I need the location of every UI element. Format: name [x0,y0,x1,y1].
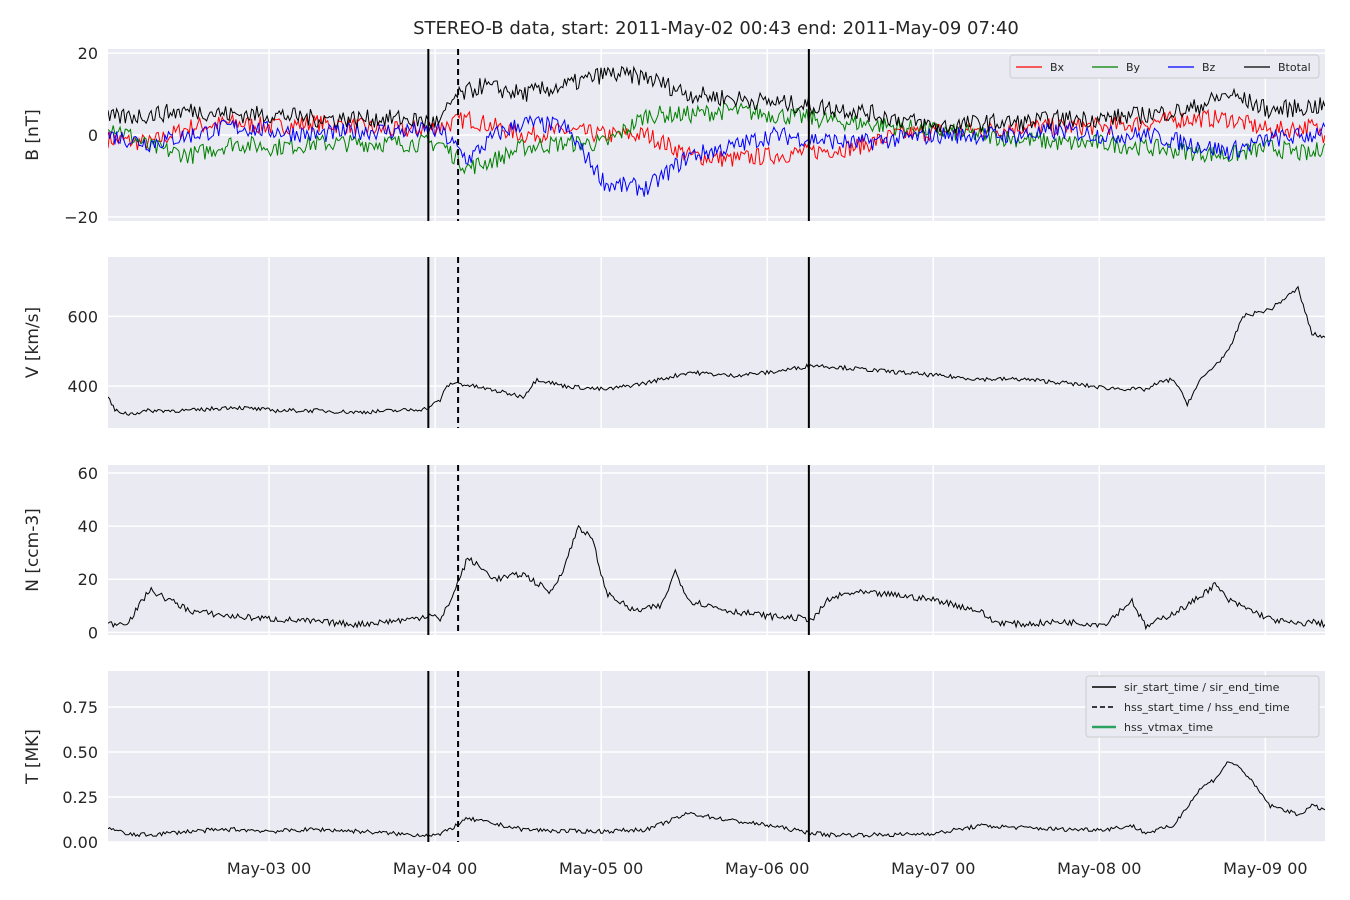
t-legend-label-2: hss_vtmax_time [1124,721,1213,734]
panel-B-series-by [108,102,1325,175]
panel-N-ytick-label: 40 [78,517,98,536]
panel-B-ytick-label: 20 [78,44,98,63]
panel-N-ylabel: N [ccm-3] [23,508,43,592]
panel-N-background [108,465,1325,635]
b-legend-box [1009,54,1320,79]
panel-T-ytick-label: 0.25 [62,788,98,807]
panel-T-ytick-label: 0.00 [62,833,98,852]
x-tick-label: May-04 00 [393,859,477,878]
panel-B-ytick-label: 0 [88,126,98,145]
panel-V-series-line [108,285,1325,416]
panel-N-ytick-label: 0 [88,623,98,642]
x-tick-label: May-03 00 [227,859,311,878]
b-legend-label-btotal: Btotal [1278,61,1311,74]
b-legend-label-by: By [1126,61,1141,74]
panel-T-series-line [108,761,1325,838]
t-legend-label-0: sir_start_time / sir_end_time [1124,681,1280,694]
t-legend-label-1: hss_start_time / hss_end_time [1124,701,1290,714]
t-legend-box [1085,675,1320,738]
x-tick-label: May-05 00 [559,859,643,878]
panel-T-ylabel: T [MK] [23,729,43,785]
x-tick-label: May-06 00 [725,859,809,878]
panel-B-ylabel: B [nT] [23,109,43,161]
panel-N-ytick-label: 60 [78,464,98,483]
panel-N-ytick-label: 20 [78,570,98,589]
panel-B-series-btotal [108,65,1325,134]
figure-title: STEREO-B data, start: 2011-May-02 00:43 … [413,18,1019,39]
panel-V-ytick-label: 400 [67,377,98,396]
panel-B-ytick-label: −20 [64,208,98,227]
panel-B-series-bz [108,114,1325,197]
panel-V-background [108,257,1325,428]
b-legend-label-bx: Bx [1050,61,1065,74]
panel-T-ytick-label: 0.50 [62,743,98,762]
x-tick-label: May-07 00 [891,859,975,878]
panel-N-series-line [108,524,1325,631]
b-legend-label-bz: Bz [1202,61,1216,74]
panel-V-ytick-label: 600 [67,307,98,326]
x-tick-label: May-09 00 [1223,859,1307,878]
panel-V-ylabel: V [km/s] [23,307,43,378]
panel-T-ytick-label: 0.75 [62,698,98,717]
x-tick-label: May-08 00 [1057,859,1141,878]
